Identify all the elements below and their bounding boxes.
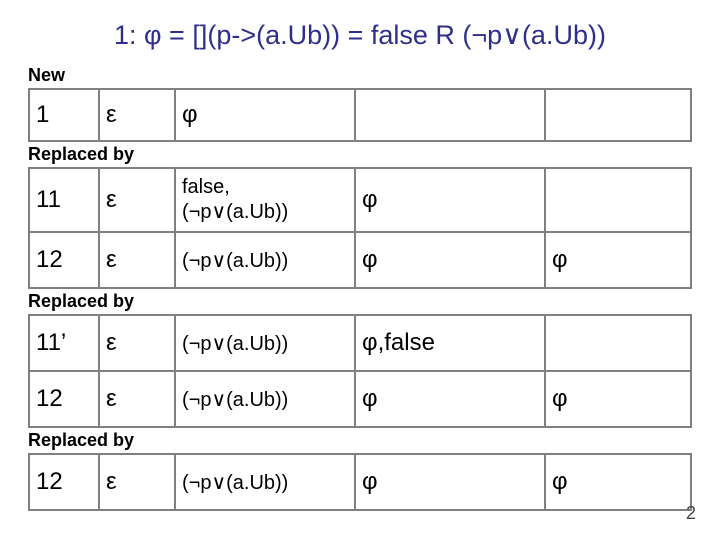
cell: φ — [545, 232, 691, 288]
cell: 11’ — [29, 315, 99, 371]
cell: ε — [99, 89, 175, 141]
cell: φ — [355, 232, 545, 288]
table-row: 11’ ε (¬p∨(a.Ub)) φ,false — [29, 315, 691, 371]
cell: false, (¬p∨(a.Ub)) — [175, 168, 355, 232]
cell: φ — [545, 371, 691, 427]
label-replaced-by-1: Replaced by — [28, 144, 696, 165]
cell: ε — [99, 371, 175, 427]
cell: ε — [99, 315, 175, 371]
table-1: 1 ε φ — [28, 88, 692, 142]
cell: ε — [99, 232, 175, 288]
table-row: 12 ε (¬p∨(a.Ub)) φ φ — [29, 232, 691, 288]
cell: φ — [355, 371, 545, 427]
cell — [545, 315, 691, 371]
cell: (¬p∨(a.Ub)) — [175, 315, 355, 371]
cell: ε — [99, 168, 175, 232]
cell: φ — [355, 454, 545, 510]
label-new: New — [28, 65, 696, 86]
cell: φ — [545, 454, 691, 510]
cell: (¬p∨(a.Ub)) — [175, 371, 355, 427]
table-2: 11 ε false, (¬p∨(a.Ub)) φ 12 ε (¬p∨(a.Ub… — [28, 167, 692, 289]
slide-number: 2 — [686, 503, 696, 524]
cell: (¬p∨(a.Ub)) — [175, 454, 355, 510]
label-replaced-by-2: Replaced by — [28, 291, 696, 312]
cell: φ — [175, 89, 355, 141]
cell: 12 — [29, 454, 99, 510]
slide-title: 1: φ = [](p->(a.Ub)) = false R (¬p∨(a.Ub… — [24, 20, 696, 51]
table-4: 12 ε (¬p∨(a.Ub)) φ φ — [28, 453, 692, 511]
table-row: 12 ε (¬p∨(a.Ub)) φ φ — [29, 454, 691, 510]
slide: 1: φ = [](p->(a.Ub)) = false R (¬p∨(a.Ub… — [0, 0, 720, 540]
cell — [545, 89, 691, 141]
cell: 1 — [29, 89, 99, 141]
cell: 12 — [29, 371, 99, 427]
cell: φ — [355, 168, 545, 232]
label-replaced-by-3: Replaced by — [28, 430, 696, 451]
cell: φ,false — [355, 315, 545, 371]
table-row: 12 ε (¬p∨(a.Ub)) φ φ — [29, 371, 691, 427]
cell: 12 — [29, 232, 99, 288]
cell — [545, 168, 691, 232]
table-row: 1 ε φ — [29, 89, 691, 141]
cell: 11 — [29, 168, 99, 232]
table-row: 11 ε false, (¬p∨(a.Ub)) φ — [29, 168, 691, 232]
cell — [355, 89, 545, 141]
cell: (¬p∨(a.Ub)) — [175, 232, 355, 288]
cell: ε — [99, 454, 175, 510]
table-3: 11’ ε (¬p∨(a.Ub)) φ,false 12 ε (¬p∨(a.Ub… — [28, 314, 692, 428]
